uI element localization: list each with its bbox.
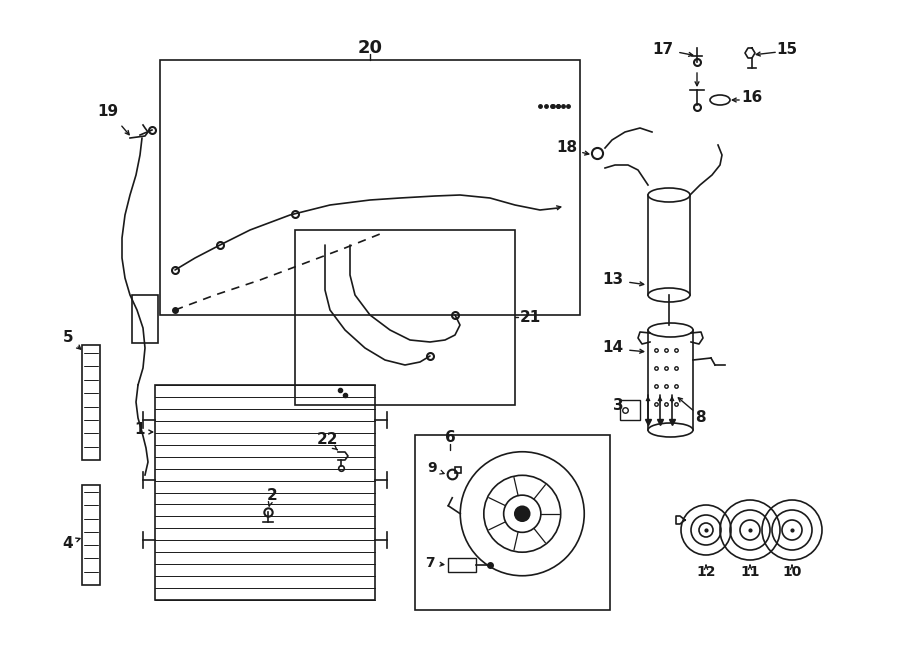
- Bar: [648, 330, 693, 430]
- Bar: [82, 485, 100, 585]
- Text: 21: 21: [520, 309, 541, 325]
- Bar: [82, 345, 100, 460]
- Bar: [155, 385, 375, 600]
- Circle shape: [515, 506, 530, 521]
- Text: 14: 14: [602, 340, 624, 356]
- Text: 22: 22: [317, 432, 338, 447]
- Text: 19: 19: [97, 104, 119, 120]
- Text: 5: 5: [63, 330, 73, 346]
- Bar: [132, 295, 158, 343]
- Text: 1: 1: [135, 422, 145, 438]
- Bar: [160, 60, 580, 315]
- Text: 3: 3: [613, 399, 624, 414]
- Text: 8: 8: [695, 410, 706, 426]
- Ellipse shape: [648, 423, 693, 437]
- Bar: [620, 400, 640, 420]
- Ellipse shape: [648, 323, 693, 337]
- Bar: [648, 195, 690, 295]
- Bar: [448, 558, 476, 572]
- Ellipse shape: [648, 288, 690, 302]
- Text: 15: 15: [777, 42, 797, 58]
- Text: 4: 4: [63, 535, 73, 551]
- Text: 12: 12: [697, 565, 716, 579]
- Text: 13: 13: [602, 272, 624, 288]
- Text: 9: 9: [428, 461, 436, 475]
- Ellipse shape: [648, 188, 690, 202]
- Bar: [415, 435, 610, 610]
- Text: 16: 16: [742, 91, 762, 106]
- Text: 10: 10: [782, 565, 802, 579]
- Text: 18: 18: [556, 141, 578, 155]
- Text: 2: 2: [266, 488, 277, 502]
- Text: 17: 17: [652, 42, 673, 58]
- Text: 20: 20: [357, 39, 382, 57]
- Text: 7: 7: [425, 556, 435, 570]
- Text: 11: 11: [740, 565, 760, 579]
- Bar: [295, 230, 515, 405]
- Text: 6: 6: [445, 430, 455, 446]
